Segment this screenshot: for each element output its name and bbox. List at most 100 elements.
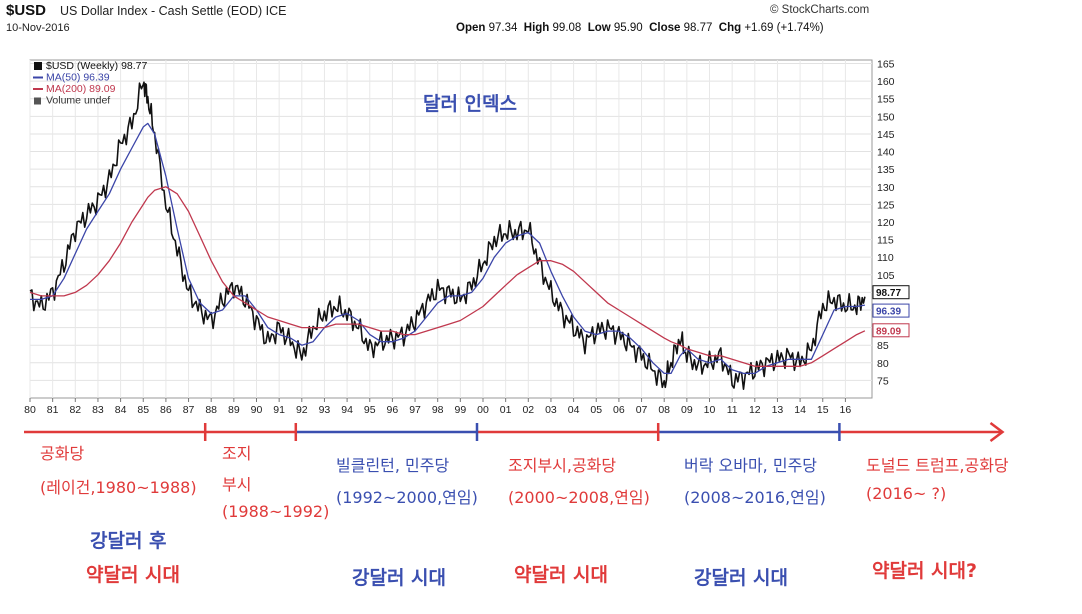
plot-area: 75 80 85 90 95 10 01 05 110 115 120 125 130 135 140 145… <box>24 59 910 416</box>
legend-swatch-volume <box>34 97 41 105</box>
x-tick-label: 89 <box>228 404 240 416</box>
era-clinton-party: 빌클린턴, 민주당 <box>336 456 450 475</box>
x-tick-label: 88 <box>205 404 217 416</box>
x-tick-label: 06 <box>613 404 625 416</box>
last-value-label: 89.09 <box>876 326 901 337</box>
x-tick-label: 02 <box>522 404 534 416</box>
chart-title: 달러 인덱스 <box>423 93 517 115</box>
low-value: 95.90 <box>613 22 643 34</box>
ma50-series-line <box>30 122 866 375</box>
legend-entry: $USD (Weekly) 98.77 <box>46 60 148 72</box>
last-value-tag <box>872 323 910 338</box>
x-tick-label: 05 <box>590 404 602 416</box>
chart-symbol: $USD <box>6 2 47 19</box>
era-bush-jr-period: (2000~2008,연임) <box>508 488 650 507</box>
era-obama-party: 버락 오바마, 민주당 <box>684 456 818 475</box>
x-tick-label: 96 <box>387 404 399 416</box>
open-label: Open <box>456 22 486 34</box>
x-tick-label: 99 <box>455 404 467 416</box>
legend-entry: MA(200) 89.09 <box>46 83 116 95</box>
era-reagan-period: (레이건,1980~1988) <box>40 478 197 497</box>
x-tick-label: 85 <box>137 404 149 416</box>
x-tick-label: 07 <box>636 404 648 416</box>
low-label: Low <box>587 22 611 34</box>
x-tick-label: 87 <box>183 404 195 416</box>
y-tick-label: 130 <box>877 182 895 194</box>
x-tick-label: 95 <box>364 404 376 416</box>
y-tick-label: 75 <box>877 375 889 387</box>
change-label: Chg <box>718 22 742 34</box>
x-tick-label: 14 <box>794 404 806 416</box>
y-tick-label: 150 <box>877 111 895 123</box>
era-trump-party: 도널드 트럼프,공화당 <box>866 456 1009 475</box>
ma200-series-line <box>29 186 866 367</box>
y-tick-label: 110 <box>877 252 894 264</box>
y-tick-label: 145 <box>877 129 895 141</box>
close-value: 98.77 <box>683 22 713 34</box>
y-tick-label: 165 <box>877 59 895 71</box>
y-tick-label: 105 <box>877 270 895 282</box>
x-tick-label: 15 <box>817 404 829 416</box>
change-value: +1.69 (+1.74%) <box>744 22 824 34</box>
x-tick-label: 01 <box>500 404 512 416</box>
legend-swatch-price <box>34 62 42 70</box>
phase-strong-1: 강달러 시대 <box>352 567 447 589</box>
y-tick-label: 120 <box>877 217 895 229</box>
phase-strong-then: 강달러 후 <box>90 530 167 552</box>
last-value-label: 96.39 <box>876 307 901 318</box>
last-value-tag <box>872 303 910 318</box>
chart-date: 10-Nov-2016 <box>6 22 70 34</box>
y-tick-label: 135 <box>877 164 895 176</box>
high-value: 99.08 <box>552 22 582 34</box>
x-tick-label: 81 <box>47 404 59 416</box>
x-tick-label: 86 <box>160 404 172 416</box>
price-series-line <box>29 81 866 390</box>
last-value-tag <box>872 285 910 300</box>
y-tick-label: 125 <box>877 199 895 211</box>
x-tick-label: 97 <box>409 404 421 416</box>
era-bush-jr-party: 조지부시,공화당 <box>508 456 617 475</box>
phase-weak-2: 약달러 시대 <box>514 564 609 586</box>
x-tick-label: 08 <box>658 404 670 416</box>
timeline-arrowhead <box>989 422 1005 442</box>
x-tick-label: 03 <box>545 404 557 416</box>
x-tick-label: 92 <box>296 404 308 416</box>
era-clinton-period: (1992~2000,연임) <box>336 488 478 507</box>
legend-entry: Volume undef <box>46 95 110 107</box>
era-bush-sr-name2: 부시 <box>222 475 252 494</box>
era-bush-sr-name1: 조지 <box>222 444 252 463</box>
x-tick-label: 83 <box>92 404 104 416</box>
x-tick-label: 90 <box>251 404 263 416</box>
x-tick-label: 13 <box>772 404 784 416</box>
y-tick-label: 85 <box>877 340 889 352</box>
close-label: Close <box>649 22 681 34</box>
x-tick-label: 12 <box>749 404 761 416</box>
x-tick-label: 16 <box>840 404 852 416</box>
x-tick-label: 91 <box>273 404 285 416</box>
x-tick-label: 94 <box>341 404 353 416</box>
chart-instrument-title: US Dollar Index - Cash Settle (EOD) ICE <box>60 4 287 18</box>
phase-weak-3: 약달러 시대? <box>872 560 978 582</box>
x-tick-label: 84 <box>115 404 127 416</box>
x-tick-label: 98 <box>432 404 444 416</box>
open-value: 97.34 <box>488 22 518 34</box>
phase-strong-2: 강달러 시대 <box>694 567 789 589</box>
ohlc-readout: Open 97.34 High 99.08 Low 95.90 Close 98… <box>456 22 824 34</box>
y-tick-label: 140 <box>877 147 895 159</box>
y-tick-label: 160 <box>877 76 895 88</box>
phase-weak-1: 약달러 시대 <box>86 564 181 586</box>
era-bush-sr-period: (1988~1992) <box>222 502 330 521</box>
y-tick-label: 80 <box>877 358 889 370</box>
x-tick-label: 04 <box>568 404 580 416</box>
x-tick-label: 80 <box>24 404 36 416</box>
presidency-timeline <box>24 422 1005 442</box>
source-credit: © StockCharts.com <box>770 4 870 16</box>
y-tick-label: 155 <box>877 94 895 106</box>
era-obama-period: (2008~2016,연임) <box>684 488 826 507</box>
x-tick-label: 82 <box>69 404 81 416</box>
x-tick-label: 09 <box>681 404 693 416</box>
era-reagan-party: 공화당 <box>40 444 85 463</box>
high-label: High <box>523 22 550 34</box>
legend-entry: MA(50) 96.39 <box>46 72 110 84</box>
